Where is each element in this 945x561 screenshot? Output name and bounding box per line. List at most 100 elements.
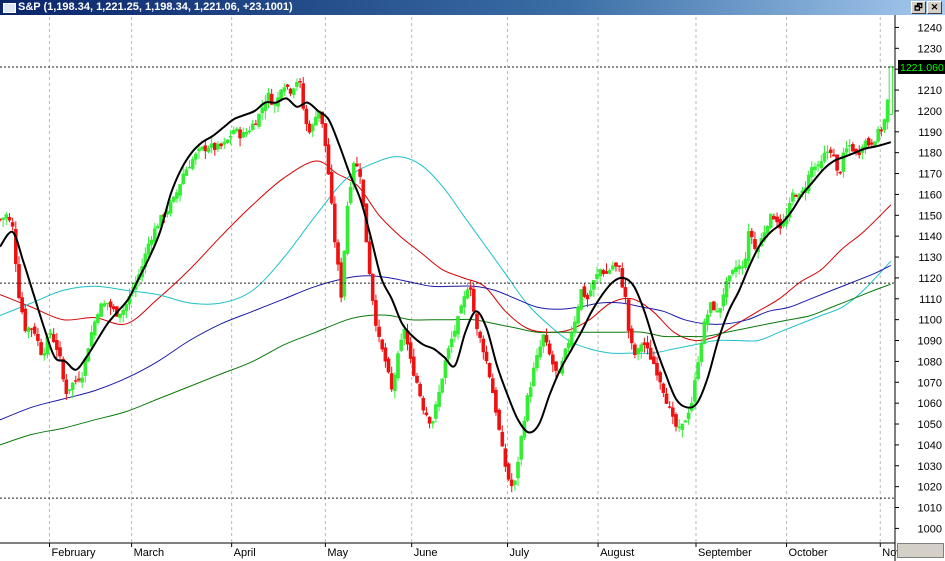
candle-body <box>70 382 75 390</box>
candle-body <box>506 463 511 480</box>
candle-body <box>64 379 69 395</box>
candle-body <box>377 326 381 337</box>
candle-body <box>525 395 530 421</box>
candle-body <box>250 123 255 131</box>
candle-body <box>168 201 173 214</box>
candle-body <box>623 287 628 298</box>
candle-body <box>810 167 814 178</box>
candle-body <box>301 83 306 109</box>
candle-body <box>118 313 122 318</box>
candle-body <box>481 338 486 353</box>
candle-body <box>393 374 397 391</box>
candle-body <box>355 163 359 167</box>
close-button[interactable]: ✕ <box>927 1 942 14</box>
candle-body <box>197 148 201 152</box>
candle-body <box>241 132 246 138</box>
candle-body <box>326 144 331 175</box>
candle-body <box>822 152 827 162</box>
candle-body <box>750 230 754 238</box>
candle-body <box>146 243 151 255</box>
window-icon <box>3 3 16 13</box>
candle-body <box>573 321 577 333</box>
candle-body <box>604 271 609 274</box>
candle-body <box>260 107 265 114</box>
candle-body <box>743 258 748 268</box>
candle-body <box>857 152 861 156</box>
candle-body <box>4 214 9 219</box>
candle-body <box>718 307 722 313</box>
candle-body <box>513 480 517 485</box>
candle-body <box>696 362 700 380</box>
candle-body <box>680 423 685 430</box>
candlesticks <box>0 65 893 493</box>
candle-body <box>491 378 495 394</box>
candle-body <box>683 420 688 423</box>
candle-body <box>389 373 394 390</box>
candle-body <box>380 339 385 350</box>
black-smooth-line <box>0 97 892 434</box>
x-axis: February March April May June July August Septe… <box>48 543 933 559</box>
candle-body <box>841 152 846 172</box>
candle-body <box>61 358 65 380</box>
window-title: S&P (1,198.34, 1,221.25, 1,198.34, 1,221… <box>18 1 293 13</box>
candle-body <box>295 81 299 87</box>
candle-body <box>193 153 198 160</box>
candle-body <box>156 225 160 229</box>
candle-body <box>535 355 539 369</box>
candle-body <box>645 342 650 349</box>
candle-body <box>58 347 62 357</box>
restore-button[interactable]: 🗗 <box>911 1 926 14</box>
candle-body <box>686 412 691 420</box>
candle-body <box>231 129 236 135</box>
candle-body <box>399 339 404 351</box>
candle-body <box>367 241 372 275</box>
y-tick-label: 1240 <box>918 22 942 34</box>
candle-body <box>412 356 416 376</box>
candle-body <box>345 205 350 254</box>
candle-body <box>418 383 422 397</box>
candle-body <box>358 168 362 177</box>
candle-body <box>80 377 84 383</box>
candle-body <box>813 166 817 170</box>
y-tick-label: 1030 <box>918 461 942 473</box>
window-title-bar: S&P (1,198.34, 1,221.25, 1,198.34, 1,221… <box>0 0 945 15</box>
candle-body <box>304 108 309 125</box>
candle-body <box>838 171 842 174</box>
candle-body <box>551 354 555 365</box>
candle-body <box>484 351 489 362</box>
candle-body <box>791 192 795 202</box>
candle-body <box>626 299 631 331</box>
candle-body <box>699 343 704 363</box>
candle-body <box>528 387 533 397</box>
candle-body <box>77 378 81 381</box>
candle-body <box>727 275 732 282</box>
moving-average-line-3 <box>0 264 892 421</box>
candle-body <box>667 406 672 408</box>
y-tick-label: 1150 <box>918 210 942 222</box>
candle-body <box>674 414 678 427</box>
reference-lines <box>0 66 895 499</box>
candle-body <box>1 217 6 220</box>
price-chart[interactable]: 1000 1010 1020 1030 1040 1050 1060 1070 1080 1090… <box>0 15 945 561</box>
candle-body <box>323 123 328 147</box>
candle-body <box>434 404 438 419</box>
candle-body <box>712 301 716 311</box>
candle-body <box>598 269 602 277</box>
candle-body <box>178 184 182 196</box>
x-tick-label: March <box>134 547 165 559</box>
candle-body <box>715 310 719 312</box>
scroll-box[interactable] <box>897 543 944 558</box>
y-tick-label: 1080 <box>918 356 942 368</box>
y-tick-label: 1140 <box>918 231 942 243</box>
candle-body <box>181 173 186 185</box>
candle-body <box>585 294 590 300</box>
candle-body <box>702 321 707 344</box>
candle-body <box>310 124 315 132</box>
candle-body <box>677 426 681 429</box>
y-tick-label: 1070 <box>918 377 942 389</box>
x-tick-label: April <box>234 547 256 559</box>
candle-body <box>235 128 239 132</box>
y-tick-label: 1060 <box>918 398 942 410</box>
candle-body <box>708 302 713 314</box>
y-tick-label: 1020 <box>918 482 942 494</box>
